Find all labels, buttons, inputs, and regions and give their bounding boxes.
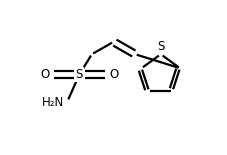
Text: O: O [40, 68, 49, 81]
Text: S: S [157, 40, 165, 53]
Text: O: O [110, 68, 119, 81]
Text: H₂N: H₂N [42, 96, 64, 109]
Text: S: S [76, 68, 83, 81]
